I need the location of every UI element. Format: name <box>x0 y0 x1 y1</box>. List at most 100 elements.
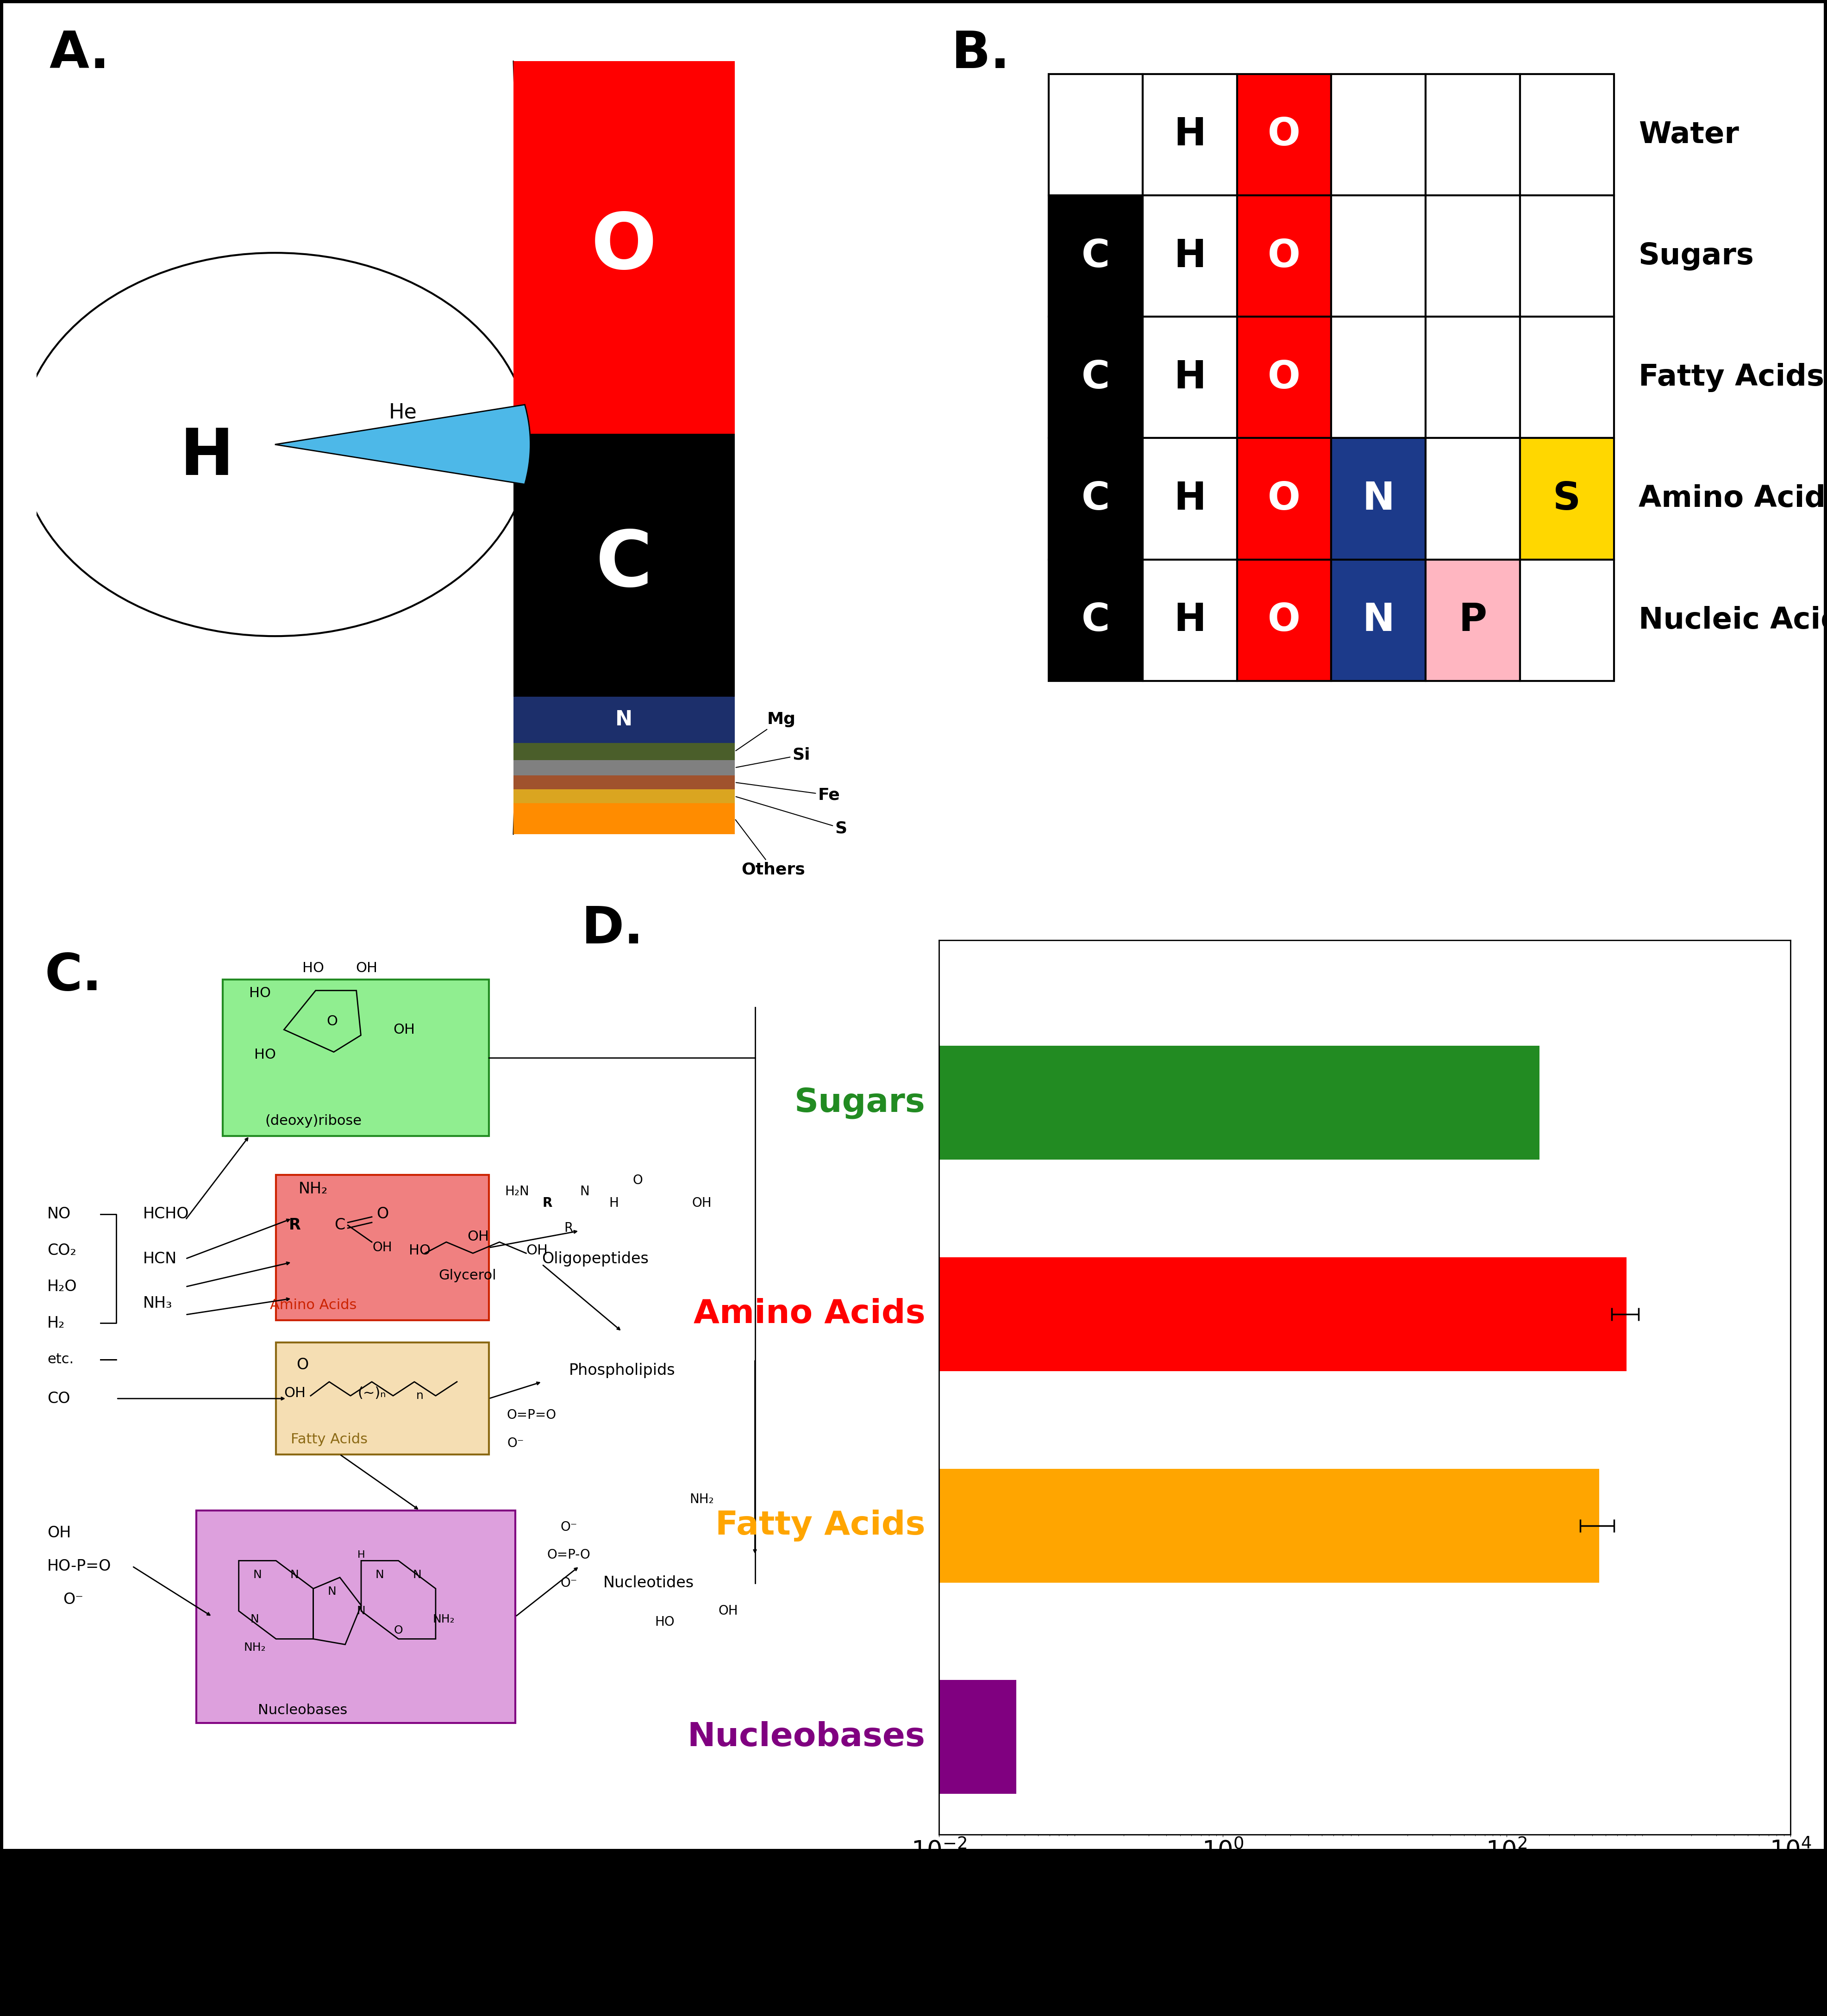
Wedge shape <box>274 405 530 484</box>
Text: N: N <box>413 1568 422 1581</box>
Text: OH: OH <box>356 962 378 976</box>
Text: HO: HO <box>409 1244 431 1258</box>
Bar <box>513 744 734 760</box>
Text: N: N <box>290 1568 300 1581</box>
Text: O: O <box>1268 601 1301 639</box>
Bar <box>1332 437 1425 560</box>
Text: H: H <box>1173 601 1206 639</box>
Bar <box>1142 437 1237 560</box>
Text: NO: NO <box>48 1206 71 1222</box>
Text: O: O <box>327 1014 338 1028</box>
Text: He: He <box>389 403 417 423</box>
Text: O: O <box>1268 115 1301 153</box>
Text: HCHO: HCHO <box>143 1206 188 1222</box>
Text: NH₂: NH₂ <box>298 1181 327 1198</box>
Bar <box>1520 560 1613 681</box>
Text: Phospholipids: Phospholipids <box>568 1363 674 1379</box>
Text: CO₂: CO₂ <box>48 1242 77 1258</box>
Text: Glycerol: Glycerol <box>438 1268 497 1282</box>
Bar <box>276 1343 490 1454</box>
Bar <box>513 433 734 698</box>
Text: Si: Si <box>736 748 811 768</box>
Bar <box>1520 317 1613 437</box>
Bar <box>939 1679 1016 1794</box>
Bar <box>1425 437 1520 560</box>
Text: N: N <box>1363 601 1394 639</box>
Bar <box>513 698 734 744</box>
Text: N: N <box>579 1185 590 1198</box>
Text: Nucleobases: Nucleobases <box>258 1704 347 1718</box>
Bar <box>1425 560 1520 681</box>
Bar <box>1332 560 1425 681</box>
Text: NH₂: NH₂ <box>689 1492 714 1506</box>
Text: NH₂: NH₂ <box>433 1613 455 1625</box>
Bar <box>1237 560 1332 681</box>
Text: C: C <box>1082 359 1109 397</box>
Bar <box>1425 317 1520 437</box>
Text: (deoxy)ribose: (deoxy)ribose <box>265 1115 362 1127</box>
Text: N: N <box>375 1568 384 1581</box>
Text: H: H <box>608 1195 619 1210</box>
Text: OH: OH <box>283 1387 305 1399</box>
Bar <box>195 1510 515 1724</box>
Text: O: O <box>1268 480 1301 518</box>
Text: H₂N: H₂N <box>504 1185 530 1198</box>
Text: Water: Water <box>1639 121 1739 149</box>
Text: Fe: Fe <box>736 782 840 802</box>
Text: n: n <box>417 1391 424 1401</box>
Text: O=P-O: O=P-O <box>546 1548 590 1562</box>
Text: Others: Others <box>736 821 806 877</box>
Bar <box>1142 196 1237 317</box>
Text: Nucleotides: Nucleotides <box>603 1574 694 1591</box>
Text: Nucleic Acids: Nucleic Acids <box>1639 605 1827 635</box>
Text: C: C <box>1082 601 1109 639</box>
Text: S: S <box>1553 480 1580 518</box>
Text: NH₂: NH₂ <box>243 1641 265 1653</box>
Bar <box>1520 75 1613 196</box>
Text: Amino Acids: Amino Acids <box>270 1298 356 1312</box>
Text: OH: OH <box>526 1244 548 1258</box>
Bar <box>939 1470 1599 1583</box>
Text: NH₃: NH₃ <box>143 1296 172 1310</box>
Text: Mg: Mg <box>736 712 797 750</box>
Bar <box>1520 437 1613 560</box>
Text: OH: OH <box>718 1605 738 1617</box>
Text: H₂: H₂ <box>48 1316 66 1331</box>
Text: etc.: etc. <box>48 1353 73 1367</box>
Bar <box>513 802 734 835</box>
Text: P: P <box>1458 601 1487 639</box>
Text: OH: OH <box>468 1230 490 1244</box>
Text: OH: OH <box>393 1022 415 1036</box>
Text: R: R <box>543 1195 552 1210</box>
Bar <box>1237 75 1332 196</box>
Text: Oligopeptides: Oligopeptides <box>543 1252 649 1266</box>
Bar <box>1142 317 1237 437</box>
Text: H: H <box>179 425 234 488</box>
Text: N: N <box>616 710 632 730</box>
Bar <box>1142 75 1237 196</box>
Text: (~)ₙ: (~)ₙ <box>358 1387 385 1399</box>
Text: C.: C. <box>44 952 102 1000</box>
Text: N: N <box>356 1605 365 1617</box>
Bar <box>1237 437 1332 560</box>
Text: O⁻: O⁻ <box>508 1437 524 1450</box>
Text: Fatty Acids: Fatty Acids <box>290 1433 367 1445</box>
Text: Sugars: Sugars <box>795 1087 924 1119</box>
Text: Sugars: Sugars <box>1639 242 1754 270</box>
Bar <box>223 980 490 1135</box>
Text: HO: HO <box>248 986 270 1000</box>
Text: Amino Acids: Amino Acids <box>1639 484 1827 514</box>
Bar <box>1332 75 1425 196</box>
Text: C: C <box>1082 238 1109 274</box>
Text: O: O <box>1268 359 1301 397</box>
Circle shape <box>20 252 530 637</box>
Text: O: O <box>592 210 656 284</box>
Text: A.: A. <box>49 30 110 79</box>
Text: CO: CO <box>48 1391 69 1407</box>
Bar <box>1332 196 1425 317</box>
Bar <box>1237 317 1332 437</box>
Bar <box>1332 317 1425 437</box>
Text: N: N <box>327 1587 336 1597</box>
Bar <box>939 1258 1626 1371</box>
Bar <box>1049 560 1142 681</box>
